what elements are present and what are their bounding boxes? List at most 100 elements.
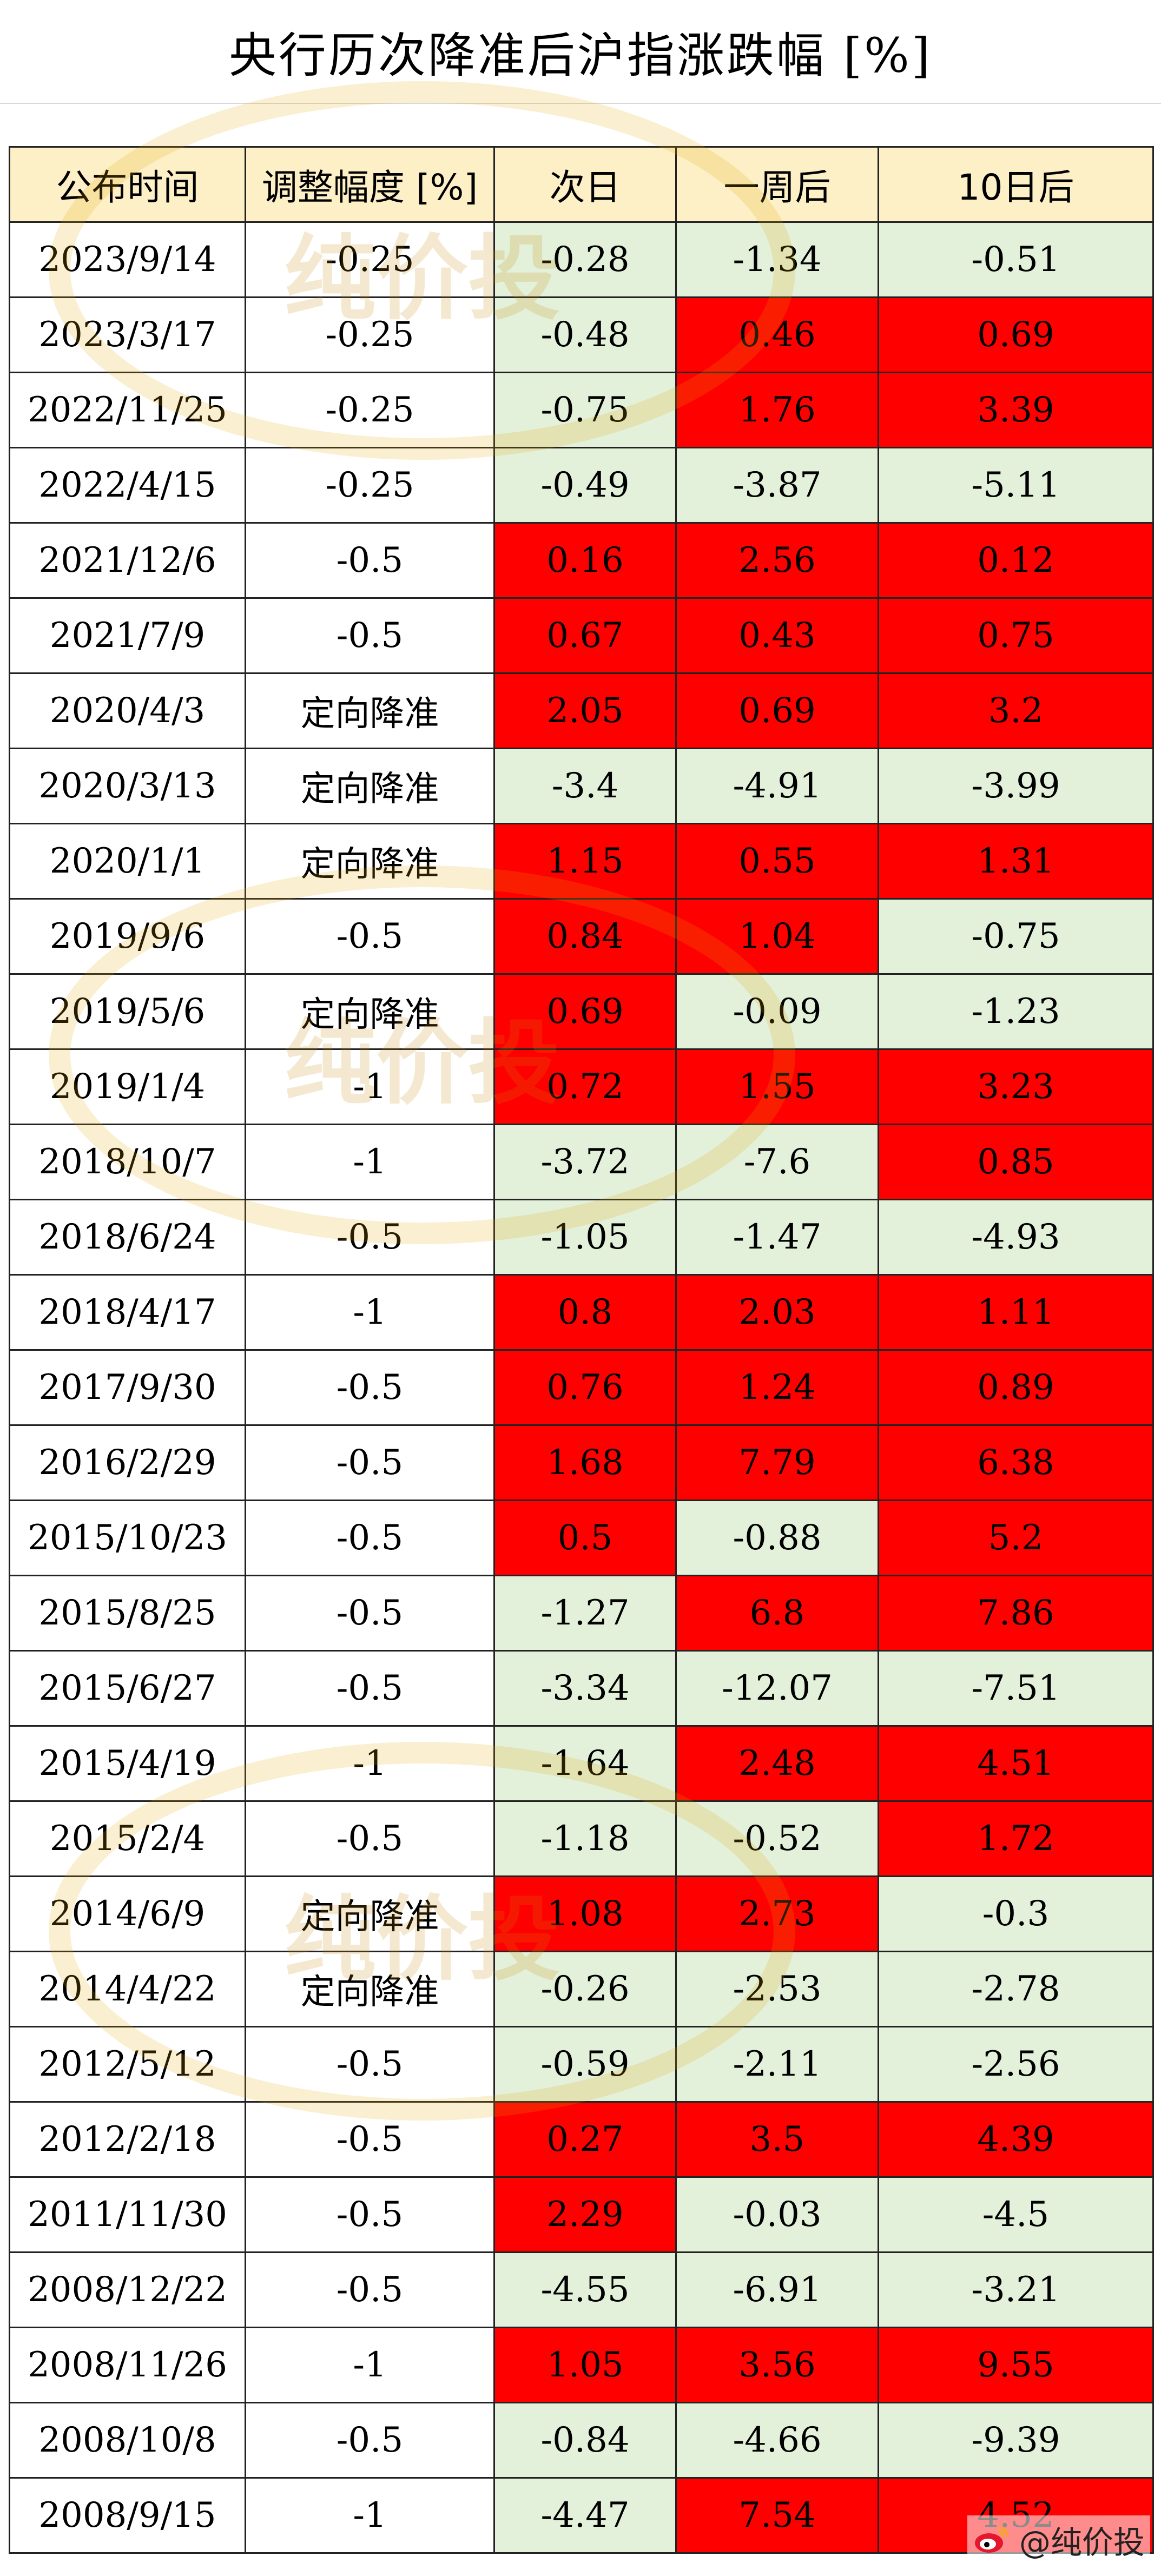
table-row: 2019/5/6 定向降准 0.69 -0.09 -1.23 — [9, 973, 1154, 1050]
table-row: 2022/11/25 -0.25 -0.75 1.76 3.39 — [9, 372, 1154, 448]
cell-adjustment: -0.5 — [245, 522, 495, 599]
cell-next-day: -0.28 — [493, 221, 677, 298]
cell-one-week: 0.69 — [675, 672, 879, 749]
cell-next-day: -0.84 — [493, 2402, 677, 2479]
table-row: 2008/11/26 -1 1.05 3.56 9.55 — [9, 2327, 1154, 2403]
cell-adjustment: -1 — [245, 1048, 495, 1125]
cell-ten-days: 4.51 — [878, 1725, 1154, 1802]
header-row: 公布时间 调整幅度 [%] 次日 一周后 10日后 — [9, 146, 1154, 223]
cell-ten-days: 1.31 — [878, 823, 1154, 900]
spacer-row — [0, 103, 1161, 147]
table-row: 2018/4/17 -1 0.8 2.03 1.11 — [9, 1274, 1154, 1351]
cell-date: 2019/1/4 — [9, 1048, 246, 1125]
cell-adjustment: -1 — [245, 1274, 495, 1351]
cell-one-week: -0.52 — [675, 1800, 879, 1877]
cell-ten-days: 1.11 — [878, 1274, 1154, 1351]
cell-next-day: 2.29 — [493, 2176, 677, 2253]
cell-date: 2014/6/9 — [9, 1875, 246, 1952]
cell-next-day: -1.27 — [493, 1575, 677, 1652]
table-row: 2020/1/1 定向降准 1.15 0.55 1.31 — [9, 823, 1154, 900]
cell-ten-days: 0.69 — [878, 296, 1154, 373]
cell-ten-days: 5.2 — [878, 1500, 1154, 1576]
cell-ten-days: 0.89 — [878, 1349, 1154, 1426]
cell-date: 2008/11/26 — [9, 2327, 246, 2403]
cell-date: 2012/5/12 — [9, 2026, 246, 2103]
cell-adjustment: 定向降准 — [245, 1875, 495, 1952]
cell-adjustment: -0.5 — [245, 1575, 495, 1652]
cell-adjustment: -0.5 — [245, 597, 495, 674]
cell-date: 2018/6/24 — [9, 1199, 246, 1276]
cell-ten-days: -4.5 — [878, 2176, 1154, 2253]
cell-date: 2008/10/8 — [9, 2402, 246, 2479]
header-adjustment: 调整幅度 [%] — [245, 146, 495, 223]
cell-one-week: 3.56 — [675, 2327, 879, 2403]
cell-adjustment: -0.5 — [245, 2026, 495, 2103]
cell-one-week: -6.91 — [675, 2251, 879, 2328]
cell-adjustment: -0.5 — [245, 1500, 495, 1576]
cell-date: 2022/4/15 — [9, 447, 246, 524]
table-row: 2012/5/12 -0.5 -0.59 -2.11 -2.56 — [9, 2026, 1154, 2103]
cell-next-day: -1.05 — [493, 1199, 677, 1276]
table-row: 2022/4/15 -0.25 -0.49 -3.87 -5.11 — [9, 447, 1154, 524]
credit-text: @纯价投 — [1019, 2524, 1145, 2561]
cell-next-day: 0.72 — [493, 1048, 677, 1125]
cell-ten-days: 1.72 — [878, 1800, 1154, 1877]
cell-date: 2015/10/23 — [9, 1500, 246, 1576]
cell-one-week: 0.46 — [675, 296, 879, 373]
cell-one-week: -2.11 — [675, 2026, 879, 2103]
cell-date: 2017/9/30 — [9, 1349, 246, 1426]
table-row: 2019/9/6 -0.5 0.84 1.04 -0.75 — [9, 898, 1154, 975]
cell-date: 2022/11/25 — [9, 372, 246, 448]
cell-one-week: -7.6 — [675, 1124, 879, 1200]
cell-next-day: 0.27 — [493, 2101, 677, 2178]
cell-one-week: -0.03 — [675, 2176, 879, 2253]
header-ten-days: 10日后 — [878, 146, 1154, 223]
cell-ten-days: -4.93 — [878, 1199, 1154, 1276]
cell-adjustment: -1 — [245, 2327, 495, 2403]
cell-date: 2021/7/9 — [9, 597, 246, 674]
cell-adjustment: -0.25 — [245, 221, 495, 298]
cell-next-day: 0.67 — [493, 597, 677, 674]
cell-one-week: -4.66 — [675, 2402, 879, 2479]
cell-ten-days: -2.78 — [878, 1951, 1154, 2027]
cell-date: 2008/9/15 — [9, 2477, 246, 2554]
table-row: 2021/7/9 -0.5 0.67 0.43 0.75 — [9, 597, 1154, 674]
weibo-icon — [974, 2526, 1009, 2553]
cell-ten-days: -7.51 — [878, 1650, 1154, 1727]
table-row: 2021/12/6 -0.5 0.16 2.56 0.12 — [9, 522, 1154, 599]
cell-adjustment: -0.5 — [245, 2251, 495, 2328]
cell-date: 2008/12/22 — [9, 2251, 246, 2328]
table-body: 2023/9/14 -0.25 -0.28 -1.34 -0.51 2023/3/17 -0… — [9, 221, 1154, 2554]
cell-date: 2014/4/22 — [9, 1951, 246, 2027]
cell-next-day: 0.84 — [493, 898, 677, 975]
cell-one-week: -0.88 — [675, 1500, 879, 1576]
cell-next-day: 0.16 — [493, 522, 677, 599]
cell-date: 2023/9/14 — [9, 221, 246, 298]
cell-one-week: 1.24 — [675, 1349, 879, 1426]
table-row: 2015/6/27 -0.5 -3.34 -12.07 -7.51 — [9, 1650, 1154, 1727]
cell-next-day: -0.26 — [493, 1951, 677, 2027]
table-row: 2008/9/15-1-4.477.544.52 — [9, 2477, 1154, 2554]
table-row: 2011/11/30 -0.5 2.29 -0.03 -4.5 — [9, 2176, 1154, 2253]
table-row: 2020/4/3 定向降准 2.05 0.69 3.2 — [9, 672, 1154, 749]
cell-date: 2019/5/6 — [9, 973, 246, 1050]
cell-next-day: 2.05 — [493, 672, 677, 749]
cell-next-day: 1.15 — [493, 823, 677, 900]
table-row: 2014/6/9 定向降准 1.08 2.73 -0.3 — [9, 1875, 1154, 1952]
cell-adjustment: -0.5 — [245, 1349, 495, 1426]
cell-one-week: 1.55 — [675, 1048, 879, 1125]
cell-adjustment: -0.25 — [245, 296, 495, 373]
cell-one-week: -12.07 — [675, 1650, 879, 1727]
cell-ten-days: 0.75 — [878, 597, 1154, 674]
cell-ten-days: 7.86 — [878, 1575, 1154, 1652]
cell-date: 2018/4/17 — [9, 1274, 246, 1351]
header-date: 公布时间 — [9, 146, 246, 223]
table-row: 2020/3/13 定向降准 -3.4 -4.91 -3.99 — [9, 748, 1154, 824]
cell-adjustment: -0.25 — [245, 372, 495, 448]
cell-next-day: -0.59 — [493, 2026, 677, 2103]
table-row: 2008/10/8 -0.5 -0.84 -4.66 -9.39 — [9, 2402, 1154, 2479]
cell-next-day: 0.5 — [493, 1500, 677, 1576]
cell-date: 2011/11/30 — [9, 2176, 246, 2253]
cell-next-day: 1.08 — [493, 1875, 677, 1952]
cell-ten-days: 9.55 — [878, 2327, 1154, 2403]
